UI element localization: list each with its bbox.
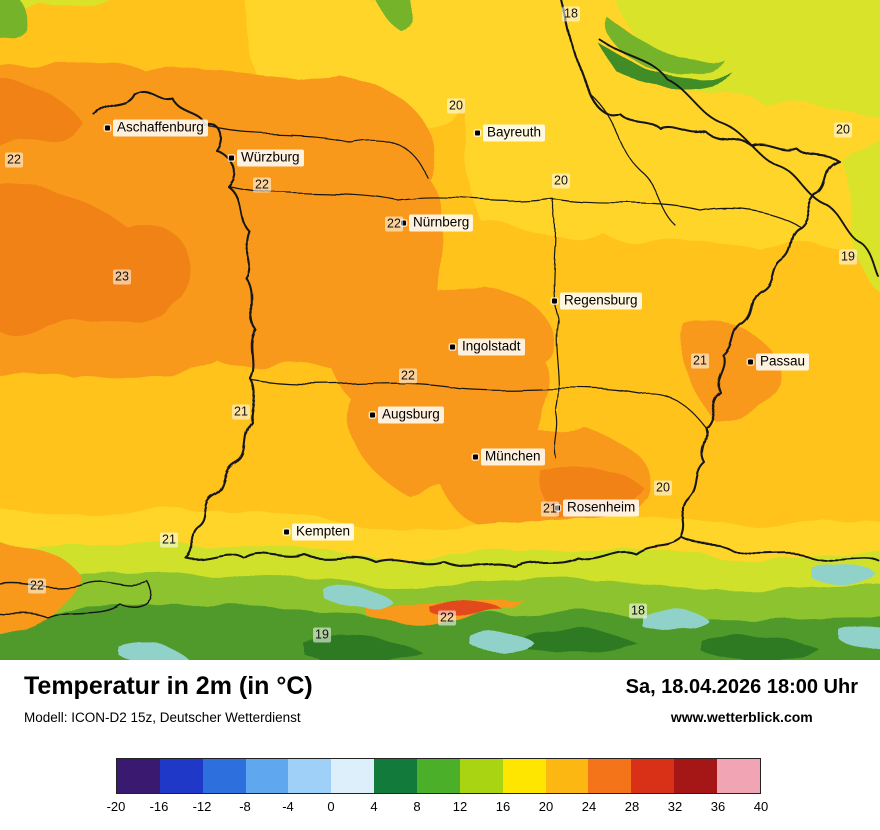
temperature-map: Aschaffenburg Würzburg Bayreuth Nürnberg Reg…: [0, 0, 880, 660]
legend-tick-label: -16: [149, 799, 169, 814]
legend-tick-label: 24: [581, 799, 597, 814]
legend-color-cell: [417, 759, 460, 793]
footer-right: Sa, 18.04.2026 18:00 Uhr www.wetterblick…: [626, 676, 858, 725]
legend-tick-label: 8: [413, 799, 421, 814]
city-layer: Aschaffenburg Würzburg Bayreuth Nürnberg Reg…: [105, 119, 810, 541]
legend-color-cell: [459, 759, 503, 793]
city-label: München: [481, 448, 545, 466]
city-dot-icon: [748, 359, 753, 365]
map-border-lines: [0, 0, 880, 619]
legend-tick-label: 40: [753, 799, 769, 814]
map-footer: Temperatur in 2m (in °C) Modell: ICON-D2…: [0, 660, 880, 830]
city-dot-icon: [105, 125, 110, 131]
legend-color-cell: [245, 759, 289, 793]
temperature-value-label: 22: [28, 578, 46, 594]
legend-color-cell: [288, 759, 332, 793]
city-label: Nürnberg: [409, 214, 474, 232]
legend-tick-label: 32: [667, 799, 683, 814]
temperature-value-label: 20: [834, 122, 852, 138]
legend-color-cell: [545, 759, 589, 793]
city-dot-icon: [401, 220, 406, 226]
legend-color-cell: [674, 759, 718, 793]
page-title: Temperatur in 2m (in °C): [24, 672, 313, 700]
temperature-value-label: 20: [447, 98, 465, 114]
temperature-value-label: 19: [839, 249, 857, 265]
city-marker: Aschaffenburg: [105, 119, 208, 137]
city-dot-icon: [284, 529, 289, 535]
legend-tick-label: 16: [495, 799, 511, 814]
legend-color-cell: [159, 759, 203, 793]
city-label: Aschaffenburg: [113, 119, 208, 137]
temperature-value-label: 21: [160, 532, 178, 548]
temperature-value-label: 18: [629, 603, 647, 619]
legend-bar: [116, 758, 761, 794]
model-info: Modell: ICON-D2 15z, Deutscher Wetterdie…: [24, 710, 301, 725]
city-label: Bayreuth: [483, 124, 546, 142]
city-marker: Kempten: [284, 523, 355, 541]
city-label: Augsburg: [378, 406, 444, 424]
temperature-value-label: 18: [562, 6, 580, 22]
city-label: Passau: [756, 353, 810, 371]
legend-tick-label: 0: [327, 799, 335, 814]
city-label: Rosenheim: [563, 499, 640, 517]
city-marker: Ingolstadt: [450, 338, 525, 356]
legend-tick-label: 12: [452, 799, 468, 814]
city-label: Kempten: [292, 523, 355, 541]
city-dot-icon: [450, 344, 455, 350]
city-dot-icon: [552, 298, 557, 304]
legend-tick-label: 4: [370, 799, 378, 814]
legend-tick-label: -20: [106, 799, 126, 814]
legend-color-cell: [331, 759, 375, 793]
website-label: www.wetterblick.com: [670, 709, 813, 725]
temperature-value-label: 21: [232, 404, 250, 420]
temperature-value-label: 21: [541, 501, 559, 517]
legend-color-cell: [588, 759, 632, 793]
city-marker: Bayreuth: [475, 124, 546, 142]
temperature-value-label: 22: [5, 152, 23, 168]
city-marker: Augsburg: [370, 406, 444, 424]
city-dot-icon: [473, 454, 478, 460]
city-marker: Passau: [748, 353, 810, 371]
legend-ticks: -20 -16 -12 -8 -4 0 4 8 12 16 20 24 28 32 36 40: [107, 799, 769, 817]
legend-color-cell: [631, 759, 675, 793]
city-dot-icon: [229, 155, 234, 161]
legend-color-cell: [717, 759, 760, 793]
legend-color-cell: [202, 759, 246, 793]
city-label: Würzburg: [237, 149, 304, 167]
temperature-value-label: 22: [385, 216, 403, 232]
legend-color-cell: [117, 759, 160, 793]
temperature-value-label: 20: [552, 173, 570, 189]
legend-tick-label: 20: [538, 799, 554, 814]
legend-tick-label: -12: [192, 799, 212, 814]
temperature-value-label: 23: [113, 269, 131, 285]
legend-color-cell: [502, 759, 546, 793]
legend-tick-label: 28: [624, 799, 640, 814]
temperature-value-label: 22: [253, 177, 271, 193]
city-marker: Nürnberg: [401, 214, 474, 232]
temp-layer: 18 20 20 22 20 22 22 19 23 21 22 21 20 21 21 22 22 18 19: [5, 6, 857, 643]
temperature-value-label: 19: [313, 627, 331, 643]
legend-tick-label: -4: [282, 799, 294, 814]
city-marker: Würzburg: [229, 149, 304, 167]
temperature-value-label: 20: [654, 480, 672, 496]
temperature-value-label: 22: [399, 368, 417, 384]
legend-color-cell: [374, 759, 418, 793]
forecast-datetime: Sa, 18.04.2026 18:00 Uhr: [625, 676, 858, 698]
temperature-value-label: 22: [438, 610, 456, 626]
city-marker: Regensburg: [552, 292, 642, 310]
city-dot-icon: [370, 412, 375, 418]
temperature-value-label: 21: [691, 353, 709, 369]
city-label: Ingolstadt: [458, 338, 525, 356]
city-marker: München: [473, 448, 545, 466]
legend-tick-label: -8: [239, 799, 251, 814]
legend-tick-label: 36: [710, 799, 726, 814]
temperature-legend: -20 -16 -12 -8 -4 0 4 8 12 16 20 24 28 32 36 40: [107, 758, 769, 817]
city-dot-icon: [475, 130, 480, 136]
city-label: Regensburg: [560, 292, 642, 310]
